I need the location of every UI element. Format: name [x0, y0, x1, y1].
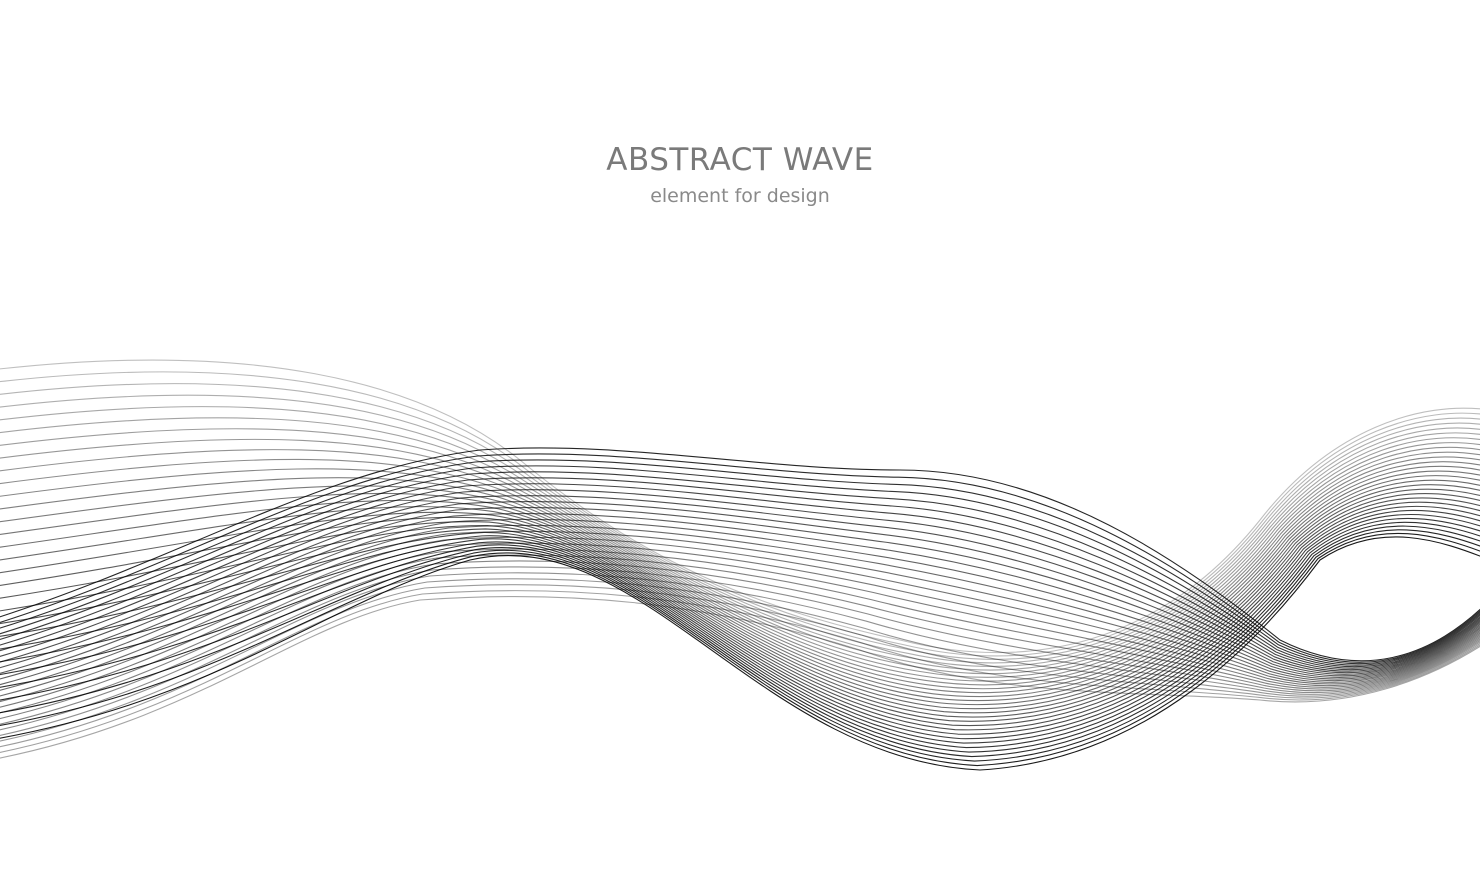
page-subtitle: element for design: [650, 185, 830, 207]
wave-line-b-21: [0, 572, 1480, 736]
wave-line-b-9: [0, 501, 1480, 675]
wave-line-a-3: [0, 394, 1480, 664]
wave-bundle-secondary: [0, 447, 1480, 759]
wave-line-a-8: [0, 446, 1480, 682]
wave-line-b-13: [0, 524, 1480, 691]
wave-line-a-10: [0, 456, 1480, 690]
wave-line-a-15: [0, 479, 1480, 710]
wave-line-a-5: [0, 417, 1480, 671]
wave-line-b-10: [0, 506, 1480, 677]
wave-line-b-20: [0, 566, 1480, 731]
wave-line-b-4: [0, 471, 1480, 668]
wave-line-b-25: [0, 595, 1480, 759]
wave-line-a-13: [0, 470, 1480, 702]
wave-line-b-14: [0, 530, 1480, 697]
wave-line-a-11: [0, 461, 1480, 694]
wave-line-b-16: [0, 542, 1480, 708]
wave-line-a-4: [0, 406, 1480, 667]
wave-line-a-9: [0, 451, 1480, 686]
wave-line-a-18: [0, 493, 1480, 722]
page-title: ABSTRACT WAVE: [606, 142, 874, 178]
wave-line-b-18: [0, 554, 1480, 719]
wave-bundle-primary: [0, 359, 1480, 771]
wave-line-a-17: [0, 488, 1480, 718]
wave-line-b-5: [0, 477, 1480, 669]
wave-line-b-19: [0, 560, 1480, 725]
wave-line-a-12: [0, 465, 1480, 698]
wave-line-a-26: [0, 525, 1480, 758]
wave-line-a-16: [0, 484, 1480, 714]
wave-line-b-12: [0, 518, 1480, 686]
wave-line-a-27: [0, 529, 1480, 762]
wave-line-a-7: [0, 438, 1480, 678]
wave-line-a-23: [0, 513, 1480, 744]
wave-line-a-20: [0, 501, 1480, 731]
wave-line-a-21: [0, 505, 1480, 735]
wave-line-a-14: [0, 475, 1480, 706]
wave-line-b-8: [0, 495, 1480, 674]
wave-line-a-2: [0, 383, 1480, 660]
wave-line-a-1: [0, 371, 1480, 657]
wave-line-b-2: [0, 459, 1480, 665]
wave-line-b-11: [0, 512, 1480, 680]
wave-line-b-7: [0, 489, 1480, 672]
wave-line-b-1: [0, 453, 1480, 663]
wave-line-a-24: [0, 517, 1480, 749]
wave-line-a-28: [0, 532, 1480, 767]
wave-line-b-23: [0, 584, 1480, 748]
wave-line-a-0: [0, 359, 1480, 653]
wave-line-b-6: [0, 483, 1480, 671]
wave-line-b-24: [0, 590, 1480, 753]
wave-line-a-6: [0, 428, 1480, 675]
wave-line-a-29: [0, 536, 1480, 771]
wave-line-b-3: [0, 465, 1480, 666]
wave-line-b-17: [0, 548, 1480, 714]
wave-line-b-22: [0, 578, 1480, 742]
wave-line-a-25: [0, 521, 1480, 753]
wave-line-b-0: [0, 447, 1480, 662]
wave-line-b-15: [0, 536, 1480, 703]
